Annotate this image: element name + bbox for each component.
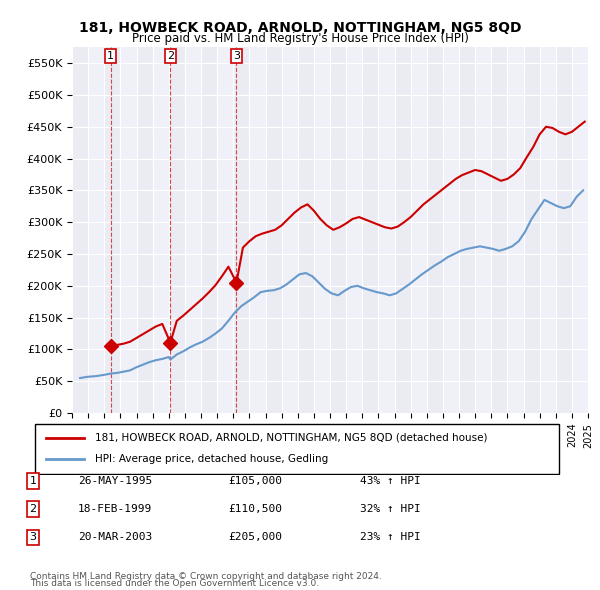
Text: £105,000: £105,000	[228, 476, 282, 486]
Text: HPI: Average price, detached house, Gedling: HPI: Average price, detached house, Gedl…	[95, 454, 328, 464]
Text: Contains HM Land Registry data © Crown copyright and database right 2024.: Contains HM Land Registry data © Crown c…	[30, 572, 382, 581]
Bar	[459, 47, 475, 413]
Text: £205,000: £205,000	[228, 533, 282, 542]
Text: 23% ↑ HPI: 23% ↑ HPI	[360, 533, 421, 542]
Bar	[523, 47, 539, 413]
Text: 2: 2	[167, 51, 174, 61]
Bar	[362, 47, 379, 413]
Bar	[72, 47, 88, 413]
Bar	[265, 47, 281, 413]
Bar	[233, 47, 250, 413]
Text: 181, HOWBECK ROAD, ARNOLD, NOTTINGHAM, NG5 8QD (detached house): 181, HOWBECK ROAD, ARNOLD, NOTTINGHAM, N…	[95, 432, 487, 442]
Text: £110,500: £110,500	[228, 504, 282, 514]
Text: 3: 3	[29, 533, 37, 542]
Bar	[169, 47, 185, 413]
Bar	[298, 47, 314, 413]
Bar	[137, 47, 152, 413]
Bar	[491, 47, 508, 413]
Text: Price paid vs. HM Land Registry's House Price Index (HPI): Price paid vs. HM Land Registry's House …	[131, 32, 469, 45]
Bar	[395, 47, 410, 413]
Text: 32% ↑ HPI: 32% ↑ HPI	[360, 504, 421, 514]
Bar	[427, 47, 443, 413]
Bar	[201, 47, 217, 413]
Bar	[556, 47, 572, 413]
Text: 18-FEB-1999: 18-FEB-1999	[78, 504, 152, 514]
Text: 3: 3	[233, 51, 240, 61]
Text: 43% ↑ HPI: 43% ↑ HPI	[360, 476, 421, 486]
Text: 20-MAR-2003: 20-MAR-2003	[78, 533, 152, 542]
Text: 1: 1	[29, 476, 37, 486]
Text: 26-MAY-1995: 26-MAY-1995	[78, 476, 152, 486]
Text: This data is licensed under the Open Government Licence v3.0.: This data is licensed under the Open Gov…	[30, 579, 319, 588]
Bar	[104, 47, 121, 413]
Bar	[330, 47, 346, 413]
Text: 2: 2	[29, 504, 37, 514]
Text: 1: 1	[107, 51, 114, 61]
FancyBboxPatch shape	[35, 424, 559, 474]
Text: 181, HOWBECK ROAD, ARNOLD, NOTTINGHAM, NG5 8QD: 181, HOWBECK ROAD, ARNOLD, NOTTINGHAM, N…	[79, 21, 521, 35]
